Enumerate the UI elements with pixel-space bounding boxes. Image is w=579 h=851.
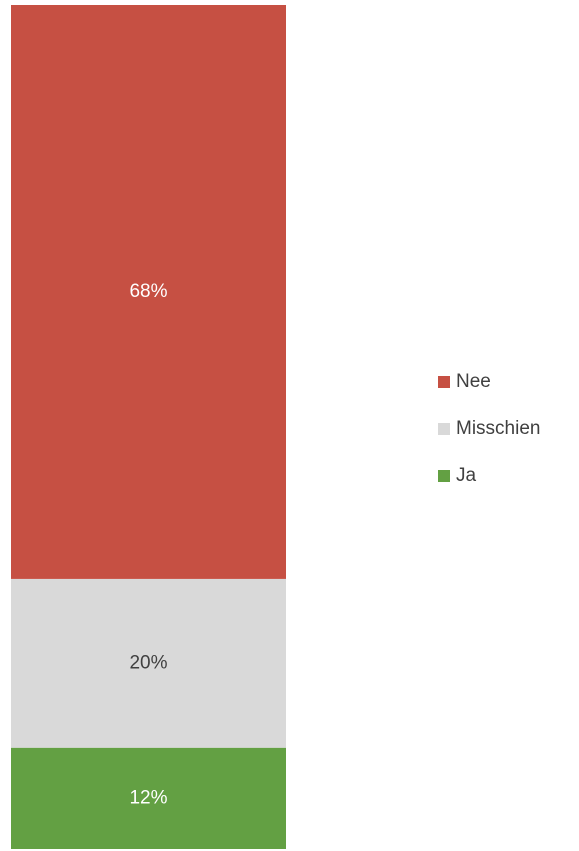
legend-label: Ja (456, 465, 477, 486)
bar-segment (11, 5, 286, 579)
legend-swatch (438, 470, 450, 482)
bar-segment (11, 747, 286, 849)
bar-segment (11, 578, 286, 748)
data-label: 68% (129, 281, 167, 302)
data-label: 12% (129, 787, 167, 808)
legend-swatch (438, 423, 450, 435)
data-label: 20% (129, 652, 167, 673)
legend-label: Nee (456, 371, 491, 392)
legend-swatch (438, 376, 450, 388)
legend-label: Misschien (456, 418, 540, 439)
